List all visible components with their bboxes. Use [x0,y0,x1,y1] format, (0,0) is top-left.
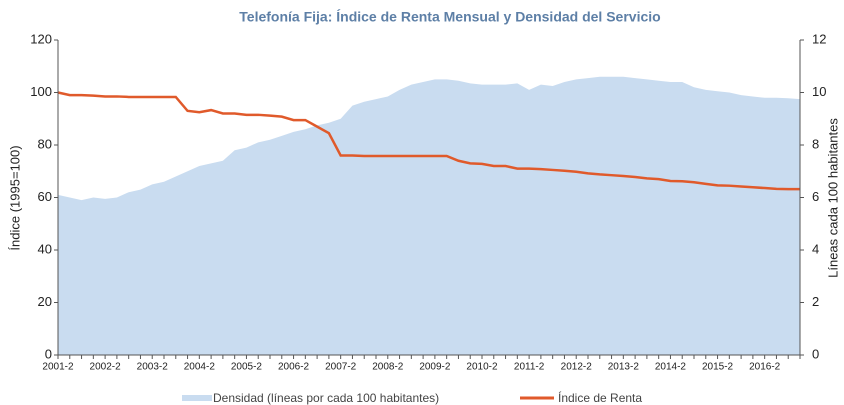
chart-title: Telefonía Fija: Índice de Renta Mensual … [239,9,660,25]
x-tick-label: 2015-2 [702,362,734,373]
rent-line [57,91,800,191]
y2-tick-label: 6 [812,189,819,204]
x-tick-label: 2003-2 [137,362,169,373]
x-tick-label: 2014-2 [655,362,687,373]
legend-swatch [182,395,212,401]
x-tick-label: 2009-2 [419,362,451,373]
y-tick-label: 20 [38,294,52,309]
x-tick-label: 2011-2 [514,362,545,373]
y2-tick-label: 12 [812,31,826,46]
y2-tick-label: 0 [812,346,819,361]
y-tick-label: 120 [30,31,52,46]
y-tick-label: 80 [38,136,52,151]
y2-tick-label: 2 [812,294,819,309]
density-area [58,76,800,355]
x-tick-label: 2002-2 [90,362,122,373]
y-axis-label: Índice (1995=100) [7,145,22,250]
x-tick-label: 2013-2 [608,362,640,373]
x-tick-label: 2004-2 [184,362,216,373]
y2-tick-label: 4 [812,241,819,256]
legend-label: Índice de Renta [558,390,642,405]
x-tick-label: 2007-2 [325,362,357,373]
x-tick-label: 2012-2 [561,362,593,373]
y-tick-label: 0 [45,346,52,361]
x-tick-label: 2005-2 [231,362,263,373]
x-tick-label: 2001-2 [42,362,74,373]
legend-label: Densidad (líneas por cada 100 habitantes… [213,391,439,405]
x-tick-label: 2010-2 [466,362,498,373]
x-tick-label: 2006-2 [278,362,310,373]
y2-axis-label: Líneas cada 100 habitantes [825,118,840,278]
x-tick-label: 2008-2 [372,362,404,373]
y-tick-label: 100 [30,84,52,99]
y2-tick-label: 10 [812,84,826,99]
y2-tick-label: 8 [812,136,819,151]
x-tick-label: 2016-2 [749,362,781,373]
y-tick-label: 60 [38,189,52,204]
y-tick-label: 40 [38,241,52,256]
